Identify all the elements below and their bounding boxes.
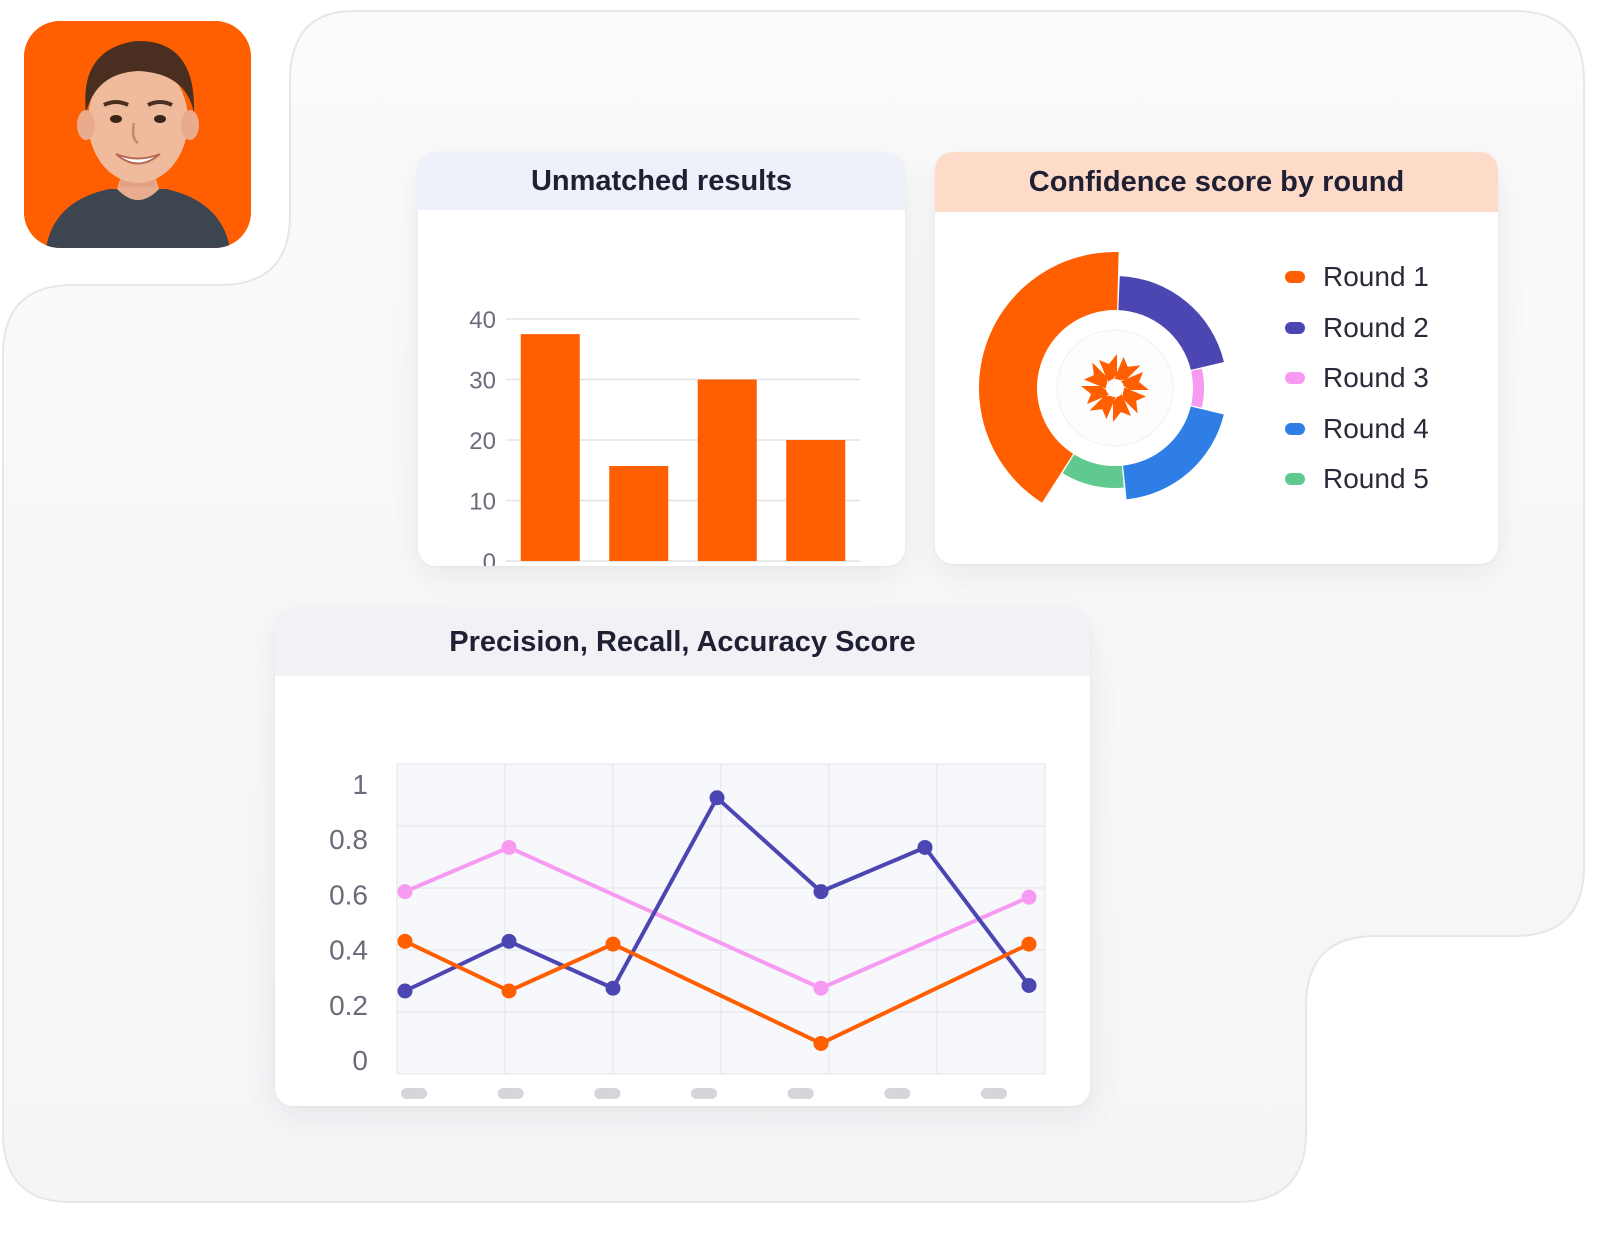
unmatched-results-title: Unmatched results	[418, 152, 905, 210]
donut-slice	[1191, 368, 1204, 408]
legend-label-round-2: Round 2	[1323, 311, 1429, 343]
precision-recall-accuracy-line-chart: 0 0.2 0.4 0.6 0.8 1	[329, 763, 1046, 1099]
line-point	[397, 933, 413, 949]
bar-y-tick-label: 40	[469, 307, 496, 334]
line-x-tick-placeholder	[691, 1088, 717, 1099]
line-y-tick-label: 1	[352, 769, 368, 800]
logo-blade	[1083, 362, 1108, 390]
legend-swatch-round-2	[1285, 321, 1305, 334]
bar-y-tick-label: 0	[483, 549, 496, 566]
legend-swatch-round-4	[1285, 422, 1305, 435]
user-avatar-icon	[24, 21, 251, 248]
unmatched-results-bar-chart: 0 10 20 30 40	[469, 307, 860, 566]
line-point	[1021, 936, 1037, 952]
logo-blade	[1122, 386, 1147, 414]
line-point	[709, 790, 725, 806]
bar-y-tick-label: 30	[469, 368, 496, 395]
line-point	[501, 983, 517, 999]
bar	[520, 334, 580, 561]
unmatched-results-card: Unmatched results 0 10 20 30 40	[418, 152, 905, 566]
confidence-score-donut-chart	[979, 252, 1224, 503]
precision-recall-accuracy-title: Precision, Recall, Accuracy Score	[275, 608, 1090, 676]
line-point	[813, 980, 829, 996]
confidence-score-card: Confidence score by round Round 1 Round …	[935, 152, 1498, 564]
line-x-tick-placeholder	[981, 1088, 1007, 1099]
line-point	[605, 980, 621, 996]
legend-item-round-5: Round 5	[1285, 454, 1429, 505]
round-legend: Round 1 Round 2 Round 3 Round 4 Round 5	[1285, 252, 1429, 505]
line-point	[397, 884, 413, 900]
logo-blade	[1081, 386, 1111, 404]
legend-swatch-round-3	[1285, 372, 1305, 385]
logo-blade	[1089, 395, 1117, 420]
legend-swatch-round-5	[1285, 473, 1305, 486]
legend-swatch-round-1	[1285, 271, 1305, 284]
line-point	[397, 983, 413, 999]
logo-blade	[1099, 354, 1117, 384]
precision-recall-accuracy-card: Precision, Recall, Accuracy Score 0 0.2 0.…	[275, 608, 1090, 1106]
bar	[697, 379, 757, 561]
line-point	[917, 839, 933, 855]
line-x-tick-placeholder	[401, 1088, 427, 1099]
line-series	[404, 845, 1030, 991]
bar-y-tick-label: 20	[469, 428, 496, 455]
line-y-tick-label: 0.2	[329, 990, 368, 1021]
orange-spiral-logo-icon	[1081, 354, 1149, 422]
logo-blade	[1119, 372, 1149, 390]
legend-label-round-3: Round 3	[1323, 362, 1429, 394]
donut-slice	[1062, 454, 1124, 488]
legend-label-round-5: Round 5	[1323, 463, 1429, 495]
line-y-tick-label: 0.6	[329, 879, 368, 910]
bar	[786, 440, 846, 561]
legend-item-round-2: Round 2	[1285, 303, 1429, 354]
legend-item-round-4: Round 4	[1285, 404, 1429, 455]
line-x-tick-placeholder	[787, 1088, 814, 1099]
line-y-tick-label: 0.4	[329, 935, 368, 966]
legend-item-round-3: Round 3	[1285, 353, 1429, 404]
user-avatar	[24, 21, 251, 248]
legend-label-round-4: Round 4	[1323, 412, 1429, 444]
donut-slice	[1123, 406, 1224, 500]
line-x-tick-placeholder	[594, 1088, 621, 1099]
bar	[609, 466, 669, 561]
line-point	[501, 933, 517, 949]
line-y-tick-label: 0	[352, 1045, 368, 1076]
line-point	[813, 1035, 829, 1051]
confidence-score-title: Confidence score by round	[935, 152, 1498, 212]
line-x-tick-placeholder	[884, 1088, 911, 1099]
line-point	[501, 839, 517, 855]
line-y-tick-label: 0.8	[329, 824, 368, 855]
legend-label-round-1: Round 1	[1323, 261, 1429, 293]
line-point	[605, 936, 621, 952]
legend-item-round-1: Round 1	[1285, 252, 1429, 303]
donut-slice	[1118, 276, 1224, 370]
line-point	[813, 884, 829, 900]
logo-blade	[1113, 392, 1131, 422]
logo-hole	[1106, 379, 1124, 397]
line-point	[1021, 889, 1037, 905]
line-point	[1021, 977, 1037, 993]
logo-blade	[1113, 356, 1141, 381]
bar-y-tick-label: 10	[469, 489, 496, 516]
donut-slice	[979, 252, 1119, 503]
line-x-tick-placeholder	[497, 1088, 524, 1099]
